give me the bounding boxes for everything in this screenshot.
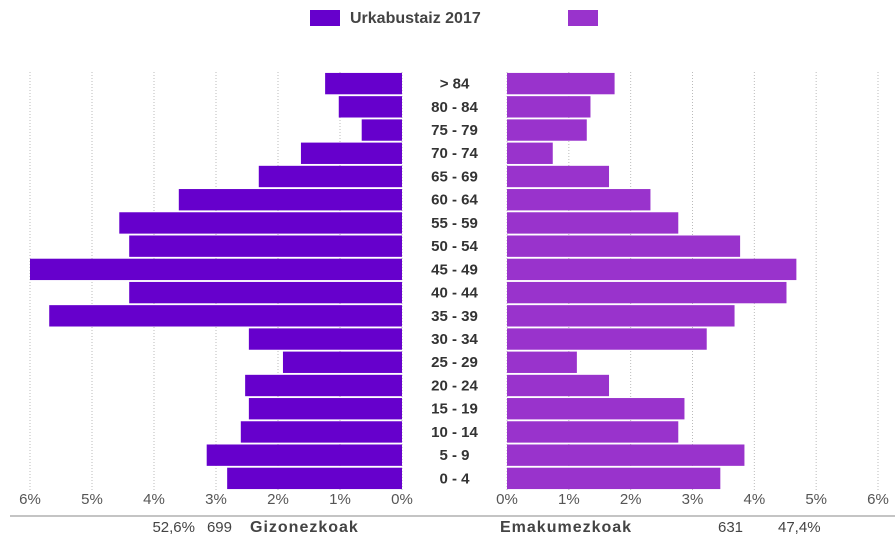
bar-male	[129, 235, 402, 257]
legend-swatch-right	[568, 10, 598, 26]
bar-male	[325, 72, 402, 95]
bar-male	[178, 189, 402, 211]
bar-female	[507, 235, 741, 257]
x-tick-label-right: 1%	[558, 491, 580, 508]
bar-male	[49, 305, 402, 327]
bar-male	[300, 142, 402, 164]
category-label: 25 - 29	[431, 354, 478, 371]
bar-female	[507, 398, 685, 420]
x-tick-label-left: 6%	[19, 491, 41, 508]
category-label: 40 - 44	[431, 285, 478, 302]
bar-male	[129, 281, 402, 304]
bar-female	[507, 351, 577, 373]
legend-swatch-left	[310, 10, 340, 26]
bar-male	[338, 96, 402, 118]
bar-female	[507, 444, 745, 466]
category-label: 45 - 49	[431, 261, 478, 278]
male-percent: 52,6%	[152, 519, 195, 536]
category-label: 0 - 4	[439, 470, 470, 487]
bar-female	[507, 328, 707, 350]
x-tick-label-right: 0%	[496, 491, 518, 508]
category-label: 35 - 39	[431, 308, 478, 325]
bar-female	[507, 165, 610, 188]
category-label: 5 - 9	[439, 447, 469, 464]
x-tick-label-left: 0%	[391, 491, 413, 508]
bar-female	[507, 212, 679, 234]
x-tick-label-left: 2%	[267, 491, 289, 508]
category-label: 30 - 34	[431, 331, 478, 348]
category-label: 55 - 59	[431, 215, 478, 232]
bar-female	[507, 281, 787, 304]
bar-male	[245, 374, 402, 397]
x-tick-label-right: 6%	[867, 491, 889, 508]
legend-title: Urkabustaiz 2017	[350, 10, 481, 27]
category-label: 60 - 64	[431, 192, 478, 209]
bar-male	[227, 467, 402, 490]
category-label: 80 - 84	[431, 99, 478, 116]
category-label: 50 - 54	[431, 238, 478, 255]
female-percent: 47,4%	[778, 519, 821, 536]
bar-female	[507, 96, 591, 118]
male-label: Gizonezkoak	[250, 519, 359, 536]
bar-male	[240, 421, 402, 443]
bar-male	[206, 444, 402, 466]
bar-male	[282, 351, 402, 373]
x-tick-label-right: 4%	[743, 491, 765, 508]
category-label: 15 - 19	[431, 401, 478, 418]
bar-female	[507, 258, 797, 281]
bar-male	[119, 212, 402, 234]
category-label: 75 - 79	[431, 122, 478, 139]
bar-male	[248, 328, 402, 350]
bar-female	[507, 142, 553, 164]
bar-female	[507, 189, 651, 211]
category-label: 65 - 69	[431, 168, 478, 185]
x-tick-label-left: 3%	[205, 491, 227, 508]
bar-female	[507, 305, 735, 327]
female-label: Emakumezkoak	[500, 519, 632, 536]
bar-female	[507, 421, 679, 443]
category-label: 10 - 14	[431, 424, 478, 441]
x-tick-label-right: 5%	[805, 491, 827, 508]
x-tick-label-left: 4%	[143, 491, 165, 508]
female-total: 631	[718, 519, 743, 536]
bar-male	[361, 119, 402, 141]
x-tick-label-right: 2%	[620, 491, 642, 508]
bar-male	[30, 258, 402, 281]
bar-female	[507, 374, 610, 397]
x-tick-label-left: 1%	[329, 491, 351, 508]
category-label: 20 - 24	[431, 377, 478, 394]
bar-female	[507, 119, 587, 141]
x-tick-label-right: 3%	[682, 491, 704, 508]
male-total: 699	[207, 519, 232, 536]
x-tick-label-left: 5%	[81, 491, 103, 508]
bar-female	[507, 72, 615, 95]
bar-female	[507, 467, 721, 490]
category-label: > 84	[440, 76, 470, 93]
bar-male	[258, 165, 402, 188]
category-label: 70 - 74	[431, 145, 478, 162]
bar-male	[248, 398, 402, 420]
